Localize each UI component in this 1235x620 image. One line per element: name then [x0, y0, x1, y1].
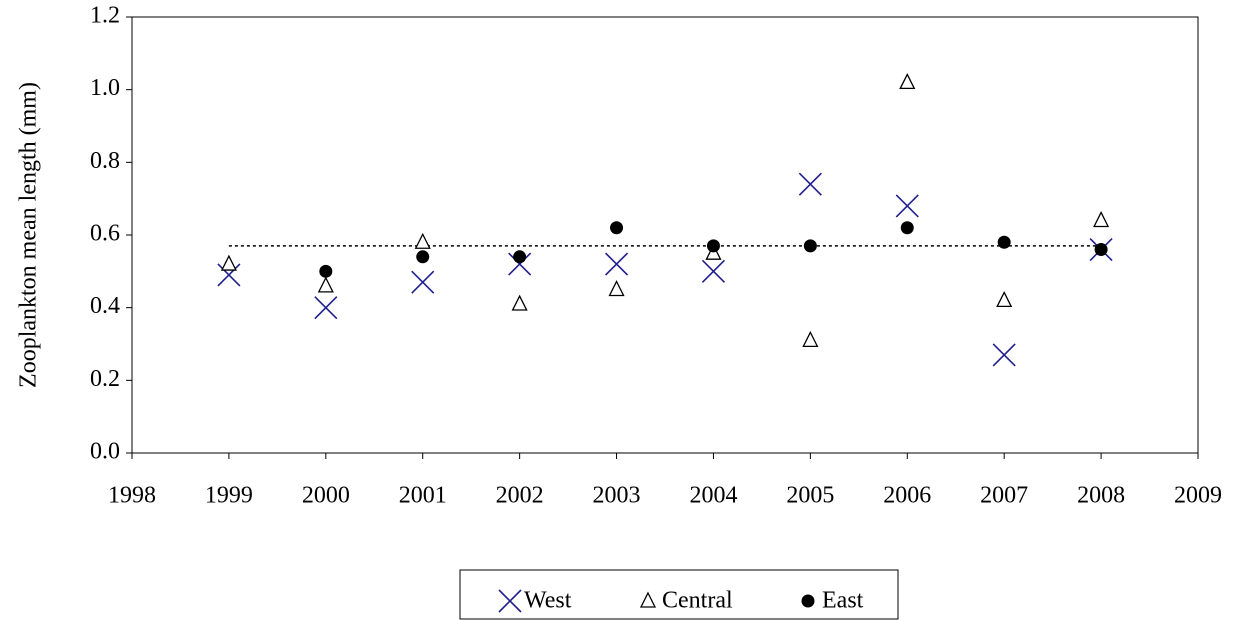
marker-triangle: [996, 290, 1013, 308]
marker-circle: [801, 594, 815, 608]
marker-circle: [1094, 243, 1108, 257]
x-tick-label: 2009: [1174, 483, 1222, 509]
x-tick-label: 2002: [496, 483, 544, 509]
legend: West Central East: [459, 569, 899, 620]
marker-triangle: [639, 591, 657, 608]
marker-circle: [900, 221, 914, 235]
marker-x: [701, 259, 726, 283]
marker-circle: [319, 264, 333, 278]
marker-triangle: [220, 254, 237, 271]
y-tick-label: 0.8: [90, 148, 120, 174]
legend-label: East: [822, 588, 864, 614]
y-tick-label: 0.6: [90, 221, 120, 247]
x-tick-label: 2001: [399, 483, 447, 509]
legend-box: [459, 569, 899, 620]
y-tick-label: 1.0: [90, 75, 120, 101]
x-tick-label: 2005: [786, 483, 834, 509]
x-tick-label: 2008: [1077, 483, 1125, 509]
marker-triangle: [1093, 211, 1110, 228]
marker-triangle: [802, 330, 819, 348]
y-tick-label: 1.2: [90, 3, 120, 29]
marker-x: [217, 263, 241, 287]
marker-circle: [706, 239, 720, 253]
marker-circle: [610, 221, 624, 235]
y-tick-label: 0.4: [90, 293, 120, 319]
x-tick-label: 1999: [205, 483, 253, 509]
y-axis-label: Zooplankton mean length (mm): [16, 82, 42, 388]
y-tick-label: 0.0: [90, 439, 120, 465]
marker-circle: [513, 250, 527, 264]
marker-triangle: [414, 232, 431, 249]
marker-x: [498, 589, 522, 613]
legend-label: Central: [662, 588, 733, 614]
marker-triangle: [899, 72, 916, 90]
marker-triangle: [511, 294, 528, 311]
marker-triangle: [608, 280, 625, 297]
legend-label: West: [524, 588, 572, 614]
marker-x: [411, 270, 435, 294]
marker-circle: [803, 239, 817, 253]
marker-x: [508, 252, 532, 276]
plot-frame: [131, 16, 1199, 454]
marker-x: [992, 343, 1016, 367]
marker-x: [798, 172, 822, 196]
x-tick-label: 2006: [883, 483, 931, 509]
marker-x: [604, 252, 629, 276]
x-tick-label: 2004: [689, 483, 737, 509]
marker-x: [895, 194, 919, 218]
marker-circle: [997, 235, 1011, 249]
marker-circle: [416, 250, 430, 264]
x-tick-label: 2003: [593, 483, 641, 509]
y-tick-label: 0.2: [90, 366, 120, 392]
x-tick-label: 2000: [302, 483, 350, 509]
marker-x: [314, 296, 338, 320]
x-tick-label: 1998: [108, 483, 156, 509]
x-tick-label: 2007: [980, 483, 1028, 509]
marker-triangle: [317, 276, 334, 293]
